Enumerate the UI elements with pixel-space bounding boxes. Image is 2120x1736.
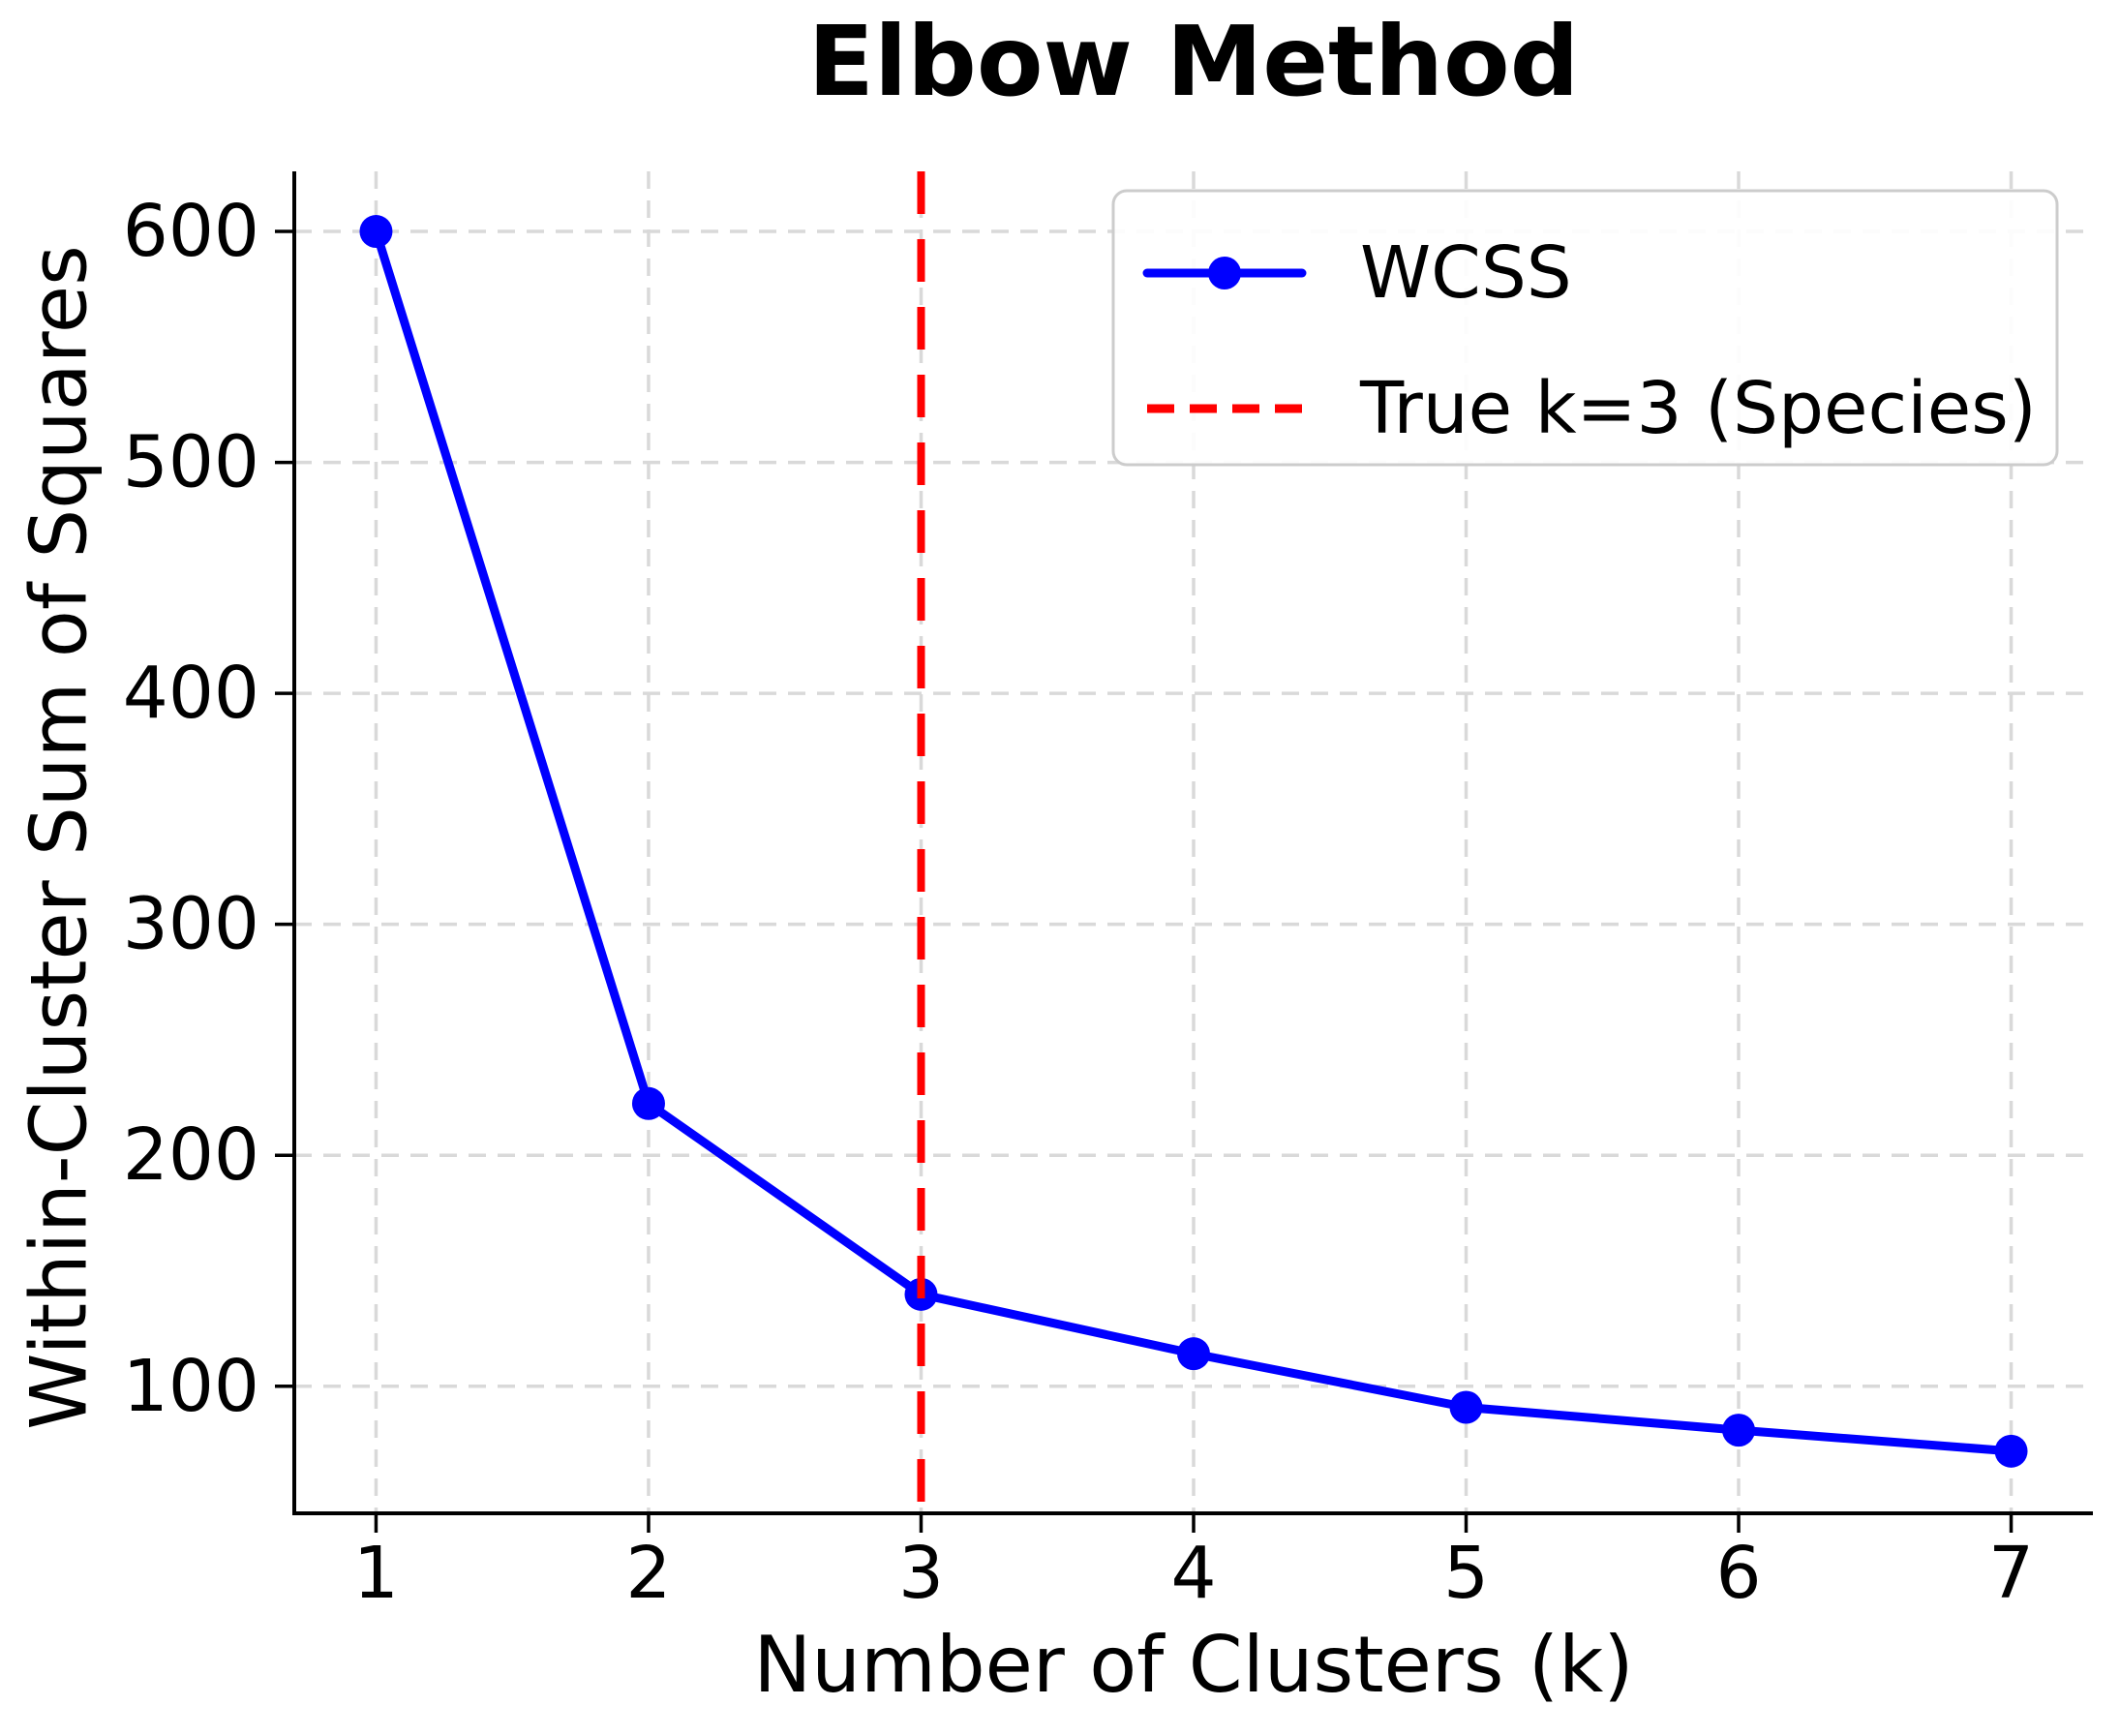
legend-vline-label: True k=3 (Species) [1359, 367, 2037, 450]
y-tick-label: 200 [123, 1113, 259, 1197]
x-tick-label: 7 [1988, 1532, 2034, 1615]
y-tick-label: 600 [123, 190, 259, 273]
x-axis-label: Number of Clusters (k) [753, 1620, 1634, 1710]
wcss-marker [1449, 1390, 1483, 1424]
wcss-marker [1722, 1414, 1756, 1447]
wcss-marker [1994, 1434, 2028, 1468]
x-tick-label: 3 [898, 1532, 944, 1615]
legend-box [1111, 189, 2059, 467]
x-tick-label: 4 [1170, 1532, 1216, 1615]
wcss-marker [631, 1086, 665, 1120]
y-tick-label: 400 [123, 652, 259, 735]
wcss-marker [359, 215, 393, 249]
x-tick-label: 1 [353, 1532, 399, 1615]
legend-wcss-marker [1208, 257, 1241, 289]
wcss-marker [1177, 1337, 1210, 1371]
chart-title: Elbow Method [807, 5, 1580, 118]
x-tick-label: 5 [1443, 1532, 1489, 1615]
y-tick-label: 100 [123, 1345, 259, 1428]
y-tick-label: 500 [123, 421, 259, 504]
x-tick-label: 2 [625, 1532, 671, 1615]
x-tick-label: 6 [1715, 1532, 1761, 1615]
y-axis-label: Within-Cluster Sum of Squares [14, 245, 105, 1430]
legend-wcss-label: WCSS [1360, 231, 1572, 315]
y-tick-label: 300 [123, 883, 259, 966]
